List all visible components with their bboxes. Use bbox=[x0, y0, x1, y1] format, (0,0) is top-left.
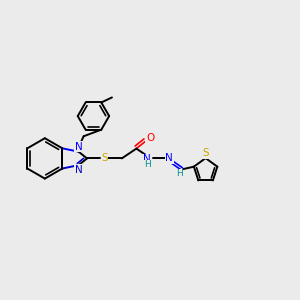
Text: H: H bbox=[144, 160, 151, 169]
Text: N: N bbox=[143, 154, 151, 164]
Text: N: N bbox=[165, 153, 173, 164]
Text: S: S bbox=[202, 148, 209, 158]
Text: S: S bbox=[101, 153, 108, 164]
Text: H: H bbox=[176, 169, 183, 178]
Text: N: N bbox=[75, 165, 83, 175]
Text: O: O bbox=[146, 133, 154, 143]
Text: N: N bbox=[75, 142, 83, 152]
